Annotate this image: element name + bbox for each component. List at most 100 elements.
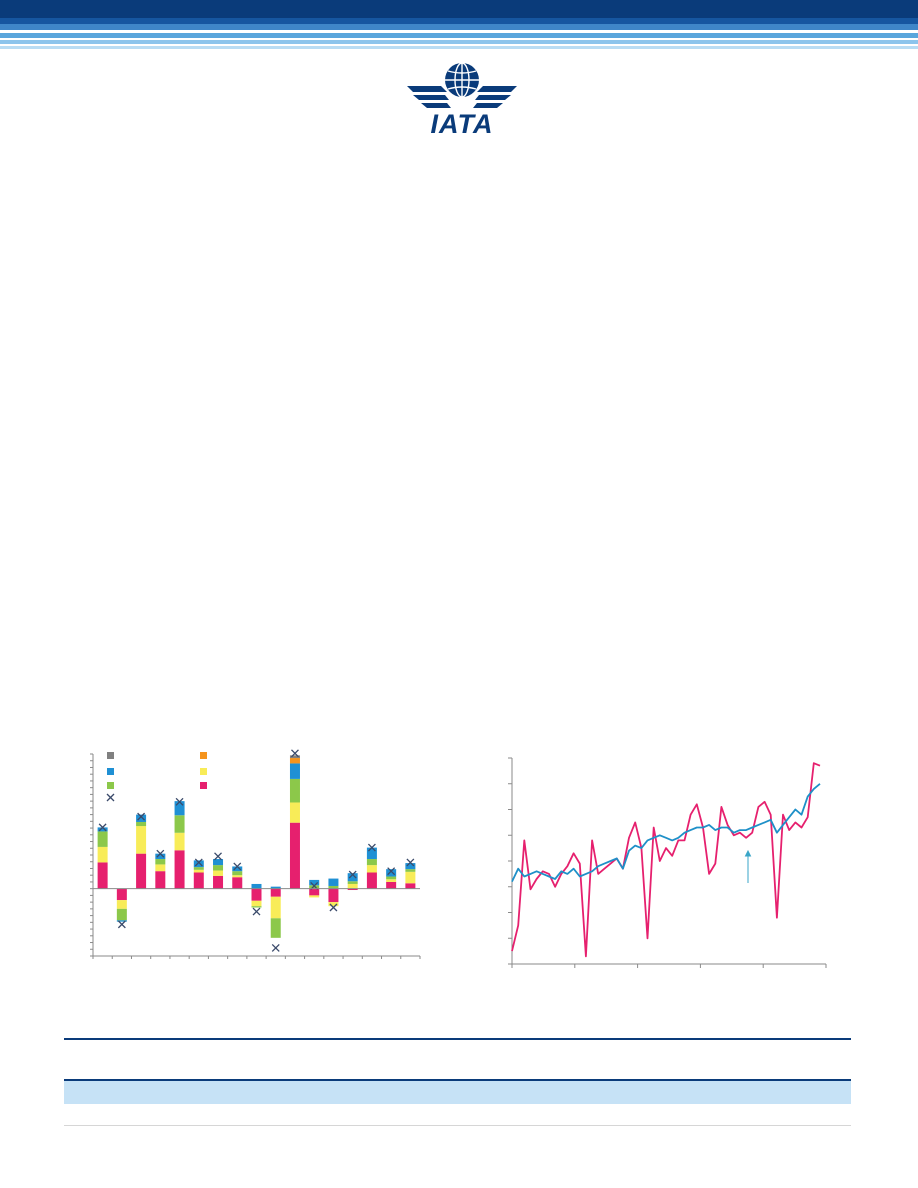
bar-segment [136,814,147,823]
bar-segment [309,885,320,889]
bar-segment [213,870,224,876]
cross-stroke [291,749,299,758]
stacked-bar-chart [90,749,421,959]
bar-segment [328,878,339,886]
bar-segment [155,871,166,889]
bar-segment [289,758,300,764]
bar-segment [213,875,224,889]
bar-segment [270,896,281,919]
cross-stroke [175,797,184,806]
cross-marker [175,797,184,806]
bar-segment [116,888,127,901]
bar-segment [289,802,300,823]
table-header-rule [64,1079,851,1081]
line-series [511,762,821,958]
legend-swatch-yellow [200,768,207,775]
series-line-2 [511,783,821,882]
cross-marker [214,852,222,861]
bar-segment [405,863,416,870]
bar-segment [155,853,166,860]
bar-segment [270,918,281,938]
bar-segment [347,888,358,891]
bar-segment [193,860,204,868]
cross-stroke [156,849,165,858]
bar-segment [136,822,147,827]
bar-segment [193,869,204,873]
bar-segment [116,900,127,909]
axes [508,757,827,968]
cross-stroke [367,843,376,852]
bar-segment [155,859,166,865]
bar-segment [270,886,281,889]
bar-segment [251,883,262,889]
bar-segment [251,888,262,901]
bar-segment [116,920,127,922]
cross-stroke [214,852,222,861]
cross-marker [367,843,376,852]
bar-segment [213,859,224,866]
bar-segment [289,822,300,889]
bar-segment [251,900,262,907]
bar-series [97,755,416,938]
cross-marker [348,870,357,879]
bar-segment [405,869,416,872]
header-banner [0,0,918,49]
bar-segment [289,755,300,759]
bar-segment [97,846,108,863]
logo-text: IATA [431,109,494,138]
bar-segment [232,877,243,889]
legend-swatch-grey [107,752,114,759]
bar-segment [174,850,185,889]
cross-marker [137,812,146,821]
bar-segment [366,872,377,889]
bar-segment [97,827,108,832]
iata-logo: IATA [407,62,517,138]
bar-segment [270,888,281,897]
cross-markers [98,749,415,952]
legend-swatch-orange [200,752,207,759]
cross-stroke [406,858,415,867]
bar-segment [405,871,416,884]
bar-segment [386,876,397,880]
bar-segment [309,895,320,898]
y-axis [90,753,94,957]
legend-swatch-blue [107,768,114,775]
bar-segment [174,832,185,851]
bar-segment [174,815,185,833]
bar-segment [328,885,339,889]
bar-segment [347,881,358,884]
cross-stroke [194,858,203,867]
cross-marker [117,920,126,929]
cross-marker [194,858,203,867]
legend-swatch-magenta [200,782,207,789]
cross-marker [329,903,338,912]
bar-segment [193,867,204,870]
bar-segment [232,875,243,878]
bar-segment [116,908,127,921]
bar-segment [97,862,108,889]
bar-segment [155,864,166,872]
bar-segment [289,763,300,779]
cross-marker [387,867,396,876]
cross-stroke [387,867,396,876]
cross-marker [406,858,415,867]
bar-segment [366,865,377,873]
legend-swatch-green [107,782,114,789]
bar-segment [309,888,320,896]
cross-marker [156,849,165,858]
cross-marker [233,862,242,871]
cross-marker [98,823,107,832]
bar-segment [328,902,339,907]
bar-segment [405,883,416,889]
bar-segment [136,826,147,854]
bar-segment [328,888,339,903]
bar-segment [347,883,358,889]
bar-segment [97,831,108,847]
cross-stroke [252,907,261,916]
bar-segment [213,865,224,871]
bar-segment [136,853,147,889]
annotation-arrow [744,849,752,883]
bar-segment [366,847,377,860]
table-bottom-rule [64,1125,851,1126]
legend [106,752,207,802]
